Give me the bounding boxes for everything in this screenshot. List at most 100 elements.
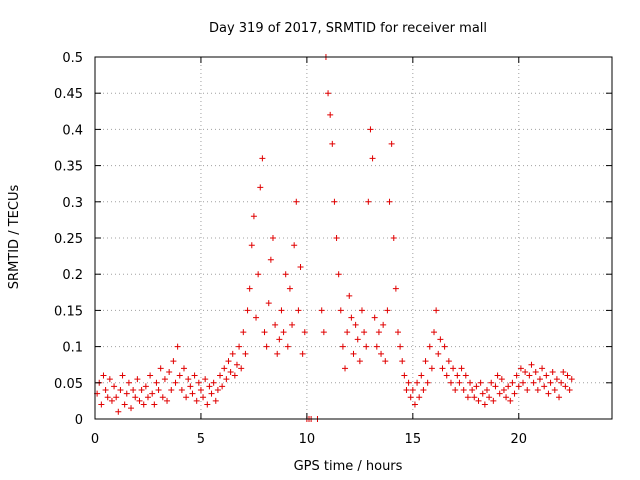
x-tick-label: 5 — [197, 432, 205, 447]
data-point-plus — [439, 365, 446, 372]
data-point-plus — [223, 376, 230, 383]
data-point-plus — [352, 321, 359, 328]
data-point-plus — [225, 358, 232, 365]
data-point-plus — [98, 401, 105, 408]
data-point-plus — [460, 387, 467, 394]
x-axis-label: GPS time / hours — [294, 459, 403, 474]
data-point-plus — [191, 372, 198, 379]
data-point-plus — [452, 387, 459, 394]
data-point-plus — [138, 387, 145, 394]
data-point-plus — [170, 358, 177, 365]
data-point-plus — [248, 242, 255, 249]
data-point-plus — [204, 401, 211, 408]
data-point-plus — [443, 372, 450, 379]
data-point-plus — [263, 343, 270, 350]
data-point-plus — [297, 263, 304, 270]
data-point-plus — [490, 397, 497, 404]
data-point-plus — [295, 307, 302, 314]
data-point-plus — [102, 387, 109, 394]
data-point-plus — [392, 285, 399, 292]
y-tick-label: 0.2 — [62, 268, 83, 283]
data-point-plus — [261, 329, 268, 336]
data-points — [94, 54, 575, 422]
data-point-plus — [462, 372, 469, 379]
data-point-plus — [458, 365, 465, 372]
data-point-plus — [195, 379, 202, 386]
data-point-plus — [187, 383, 194, 390]
data-point-plus — [528, 361, 535, 368]
data-point-plus — [492, 383, 499, 390]
data-point-plus — [244, 307, 251, 314]
data-point-plus — [278, 307, 285, 314]
data-point-plus — [405, 379, 412, 386]
data-point-plus — [100, 372, 107, 379]
data-point-plus — [380, 321, 387, 328]
data-point-plus — [414, 379, 421, 386]
data-point-plus — [526, 372, 533, 379]
data-point-plus — [335, 271, 342, 278]
data-point-plus — [344, 329, 351, 336]
data-point-plus — [286, 285, 293, 292]
data-point-plus — [500, 387, 507, 394]
y-tick-label: 0.05 — [54, 377, 83, 392]
x-tick-label: 20 — [510, 432, 527, 447]
data-point-plus — [524, 387, 531, 394]
data-point-plus — [289, 321, 296, 328]
y-tick-label: 0.4 — [62, 123, 83, 138]
data-point-plus — [327, 111, 334, 118]
data-point-plus — [134, 376, 141, 383]
data-point-plus — [475, 397, 482, 404]
data-point-plus — [356, 358, 363, 365]
data-point-plus — [164, 397, 171, 404]
data-point-plus — [445, 358, 452, 365]
data-point-plus — [151, 401, 158, 408]
data-point-plus — [424, 379, 431, 386]
data-point-plus — [128, 405, 135, 412]
data-point-plus — [409, 387, 416, 394]
data-point-plus — [517, 365, 524, 372]
data-point-plus — [246, 285, 253, 292]
data-point-plus — [361, 329, 368, 336]
data-point-plus — [331, 198, 338, 205]
data-point-plus — [276, 336, 283, 343]
data-point-plus — [174, 343, 181, 350]
data-point-plus — [318, 307, 325, 314]
data-point-plus — [447, 379, 454, 386]
data-point-plus — [144, 394, 151, 401]
data-point-plus — [212, 397, 219, 404]
data-point-plus — [193, 397, 200, 404]
data-point-plus — [219, 383, 226, 390]
data-point-plus — [473, 383, 480, 390]
data-point-plus — [159, 394, 166, 401]
data-point-plus — [354, 336, 361, 343]
data-point-plus — [125, 379, 132, 386]
x-tick-label: 0 — [91, 432, 99, 447]
data-point-plus — [202, 376, 209, 383]
data-point-plus — [111, 383, 118, 390]
data-point-plus — [441, 343, 448, 350]
data-point-plus — [437, 336, 444, 343]
data-point-plus — [161, 376, 168, 383]
data-point-plus — [333, 235, 340, 241]
y-tick-label: 0.35 — [54, 160, 83, 175]
data-point-plus — [560, 368, 567, 375]
data-point-plus — [274, 350, 281, 357]
data-point-plus — [496, 390, 503, 397]
data-point-plus — [238, 365, 245, 372]
data-point-plus — [121, 401, 128, 408]
data-point-plus — [113, 394, 120, 401]
data-point-plus — [149, 390, 156, 397]
grid-lines — [95, 57, 612, 419]
data-point-plus — [534, 387, 541, 394]
data-point-plus — [365, 198, 372, 205]
data-point-plus — [371, 314, 378, 321]
data-point-plus — [416, 394, 423, 401]
data-point-plus — [530, 379, 537, 386]
data-point-plus — [505, 383, 512, 390]
data-point-plus — [240, 329, 247, 336]
data-point-plus — [267, 256, 274, 263]
data-point-plus — [197, 387, 204, 394]
data-point-plus — [403, 387, 410, 394]
data-point-plus — [242, 350, 249, 357]
data-point-plus — [155, 387, 162, 394]
